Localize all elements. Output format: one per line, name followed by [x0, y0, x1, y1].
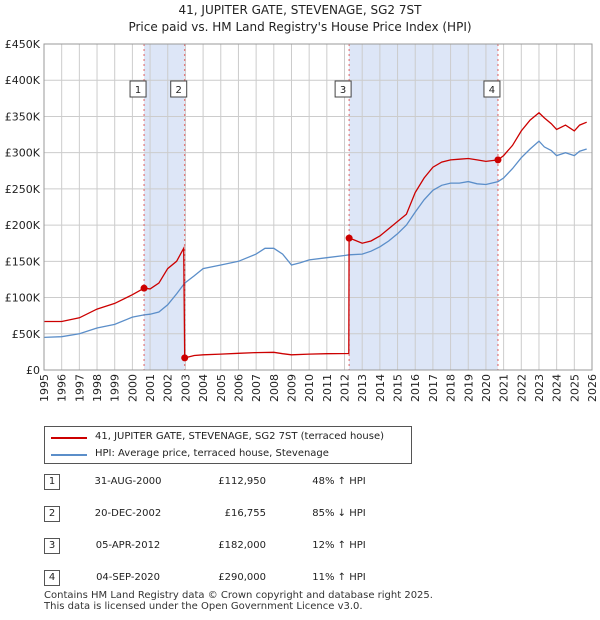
sale-marker-label: 1 — [135, 85, 141, 96]
sale-date: 04-SEP-2020 — [96, 572, 160, 583]
x-tick-label: 2010 — [303, 374, 316, 402]
sale-number-badge: 3 — [44, 538, 60, 554]
shaded-period — [349, 44, 498, 370]
y-tick-label: £350K — [5, 110, 41, 123]
footer-licence: This data is licensed under the Open Gov… — [44, 601, 363, 612]
sale-date: 31-AUG-2000 — [94, 476, 162, 487]
sale-marker-boxes: 1 2 3 4 — [129, 80, 501, 98]
x-tick-label: 2019 — [462, 374, 475, 402]
sale-point — [345, 234, 353, 242]
series-lines — [43, 111, 587, 359]
y-tick-label: £400K — [5, 74, 41, 87]
sale-point — [181, 354, 189, 362]
x-tick-label: 2002 — [162, 374, 175, 402]
sale-date: 05-APR-2012 — [95, 540, 161, 551]
x-tick-label: 2000 — [126, 374, 139, 402]
legend-label-hpi: HPI: Average price, terraced house, Stev… — [95, 448, 329, 459]
x-tick-label: 2001 — [144, 374, 157, 402]
sale-price: £16,755 — [224, 508, 266, 519]
plot-frame — [43, 43, 593, 371]
sale-point — [494, 156, 502, 164]
y-tick-label: £300K — [5, 147, 41, 160]
x-tick-label: 2015 — [392, 374, 405, 402]
chart-area: 1 2 3 4 £0 £50K £100K £150K £200K £250K £300K £350… — [5, 38, 599, 402]
x-tick-label: 1998 — [91, 374, 104, 402]
sale-marker-box — [334, 80, 352, 98]
x-tick-label: 1999 — [109, 374, 122, 402]
sale-row: 2 20-DEC-2002 £16,755 85% ↓ HPI — [44, 506, 424, 522]
y-tick-label: £50K — [12, 328, 41, 341]
y-tick-label: £0 — [26, 364, 40, 377]
x-tick-label: 2008 — [268, 374, 281, 402]
shaded-period — [144, 44, 185, 370]
x-tick-label: 1997 — [73, 374, 86, 402]
legend-label-property: 41, JUPITER GATE, STEVENAGE, SG2 7ST (te… — [95, 431, 385, 442]
y-tick-label: £100K — [5, 292, 41, 305]
sale-number-badge: 4 — [44, 570, 60, 586]
sale-point — [140, 284, 148, 292]
x-tick-label: 2005 — [215, 374, 228, 402]
x-tick-label: 2025 — [568, 374, 581, 402]
x-tick-label: 2020 — [480, 374, 493, 402]
sale-hpi-diff: 85% ↓ HPI — [312, 508, 366, 519]
x-tick-label: 2022 — [515, 374, 528, 402]
sale-number-badge: 1 — [44, 474, 60, 490]
sale-hpi-diff: 12% ↑ HPI — [312, 540, 366, 551]
x-tick-label: 2003 — [179, 374, 192, 402]
x-tick-label: 2012 — [339, 374, 352, 402]
x-tick-label: 2004 — [197, 374, 210, 402]
x-tick-label: 2024 — [551, 374, 564, 402]
sale-row: 1 31-AUG-2000 £112,950 48% ↑ HPI — [44, 474, 424, 490]
sale-row: 4 04-SEP-2020 £290,000 11% ↑ HPI — [44, 570, 424, 586]
legend-swatch-property — [51, 437, 87, 439]
legend: 41, JUPITER GATE, STEVENAGE, SG2 7ST (te… — [44, 426, 412, 464]
y-tick-labels: £0 £50K £100K £150K £200K £250K £300K £350K £400… — [5, 38, 41, 377]
sale-marker-box — [483, 80, 501, 98]
x-tick-label: 2006 — [232, 374, 245, 402]
x-tick-label: 2013 — [356, 374, 369, 402]
x-tick-label: 2017 — [427, 374, 440, 402]
x-tick-label: 2009 — [285, 374, 298, 402]
sale-price: £290,000 — [218, 572, 266, 583]
sale-points — [140, 156, 502, 362]
x-tick-label: 2007 — [250, 374, 263, 402]
footer-copyright: Contains HM Land Registry data © Crown c… — [44, 590, 433, 601]
y-tick-label: £250K — [5, 183, 41, 196]
axes — [43, 43, 593, 371]
y-tick-label: £150K — [5, 255, 41, 268]
x-tick-label: 2016 — [409, 374, 422, 402]
sale-price: £112,950 — [218, 476, 266, 487]
x-tick-label: 1995 — [38, 374, 51, 402]
footer: Contains HM Land Registry data © Crown c… — [44, 590, 433, 612]
sale-price: £182,000 — [218, 540, 266, 551]
sale-marker-label: 4 — [489, 85, 495, 96]
y-tick-label: £450K — [5, 38, 41, 51]
x-tick-label: 2011 — [321, 374, 334, 402]
chart-title-line2: Price paid vs. HM Land Registry's House … — [128, 20, 472, 34]
sale-hpi-diff: 11% ↑ HPI — [312, 572, 366, 583]
chart-title-line1: 41, JUPITER GATE, STEVENAGE, SG2 7ST — [178, 3, 422, 17]
y-tick-label: £200K — [5, 219, 41, 232]
x-tick-label: 2023 — [533, 374, 546, 402]
sale-number-badge: 2 — [44, 506, 60, 522]
sale-marker-box — [170, 80, 188, 98]
x-tick-labels: 1995 1996 1997 1998 1999 2000 2001 2002 2003 2004… — [38, 374, 599, 402]
sale-hpi-diff: 48% ↑ HPI — [312, 476, 366, 487]
gridlines — [43, 43, 593, 371]
x-tick-label: 2021 — [498, 374, 511, 402]
x-tick-label: 2018 — [445, 374, 458, 402]
x-tick-label: 1996 — [56, 374, 69, 402]
chart-title: 41, JUPITER GATE, STEVENAGE, SG2 7ST Pri… — [0, 2, 600, 36]
x-tick-label: 2026 — [586, 374, 599, 402]
sale-marker-label: 2 — [176, 85, 182, 96]
sale-marker-label: 3 — [340, 85, 346, 96]
hpi-series-line — [43, 140, 587, 339]
sale-marker-box — [129, 80, 147, 98]
x-tick-label: 2014 — [374, 374, 387, 402]
sale-date: 20-DEC-2002 — [94, 508, 162, 519]
property-series-line — [44, 111, 587, 359]
shaded-periods — [144, 44, 498, 370]
sale-row: 3 05-APR-2012 £182,000 12% ↑ HPI — [44, 538, 424, 554]
legend-swatch-hpi — [51, 454, 87, 456]
